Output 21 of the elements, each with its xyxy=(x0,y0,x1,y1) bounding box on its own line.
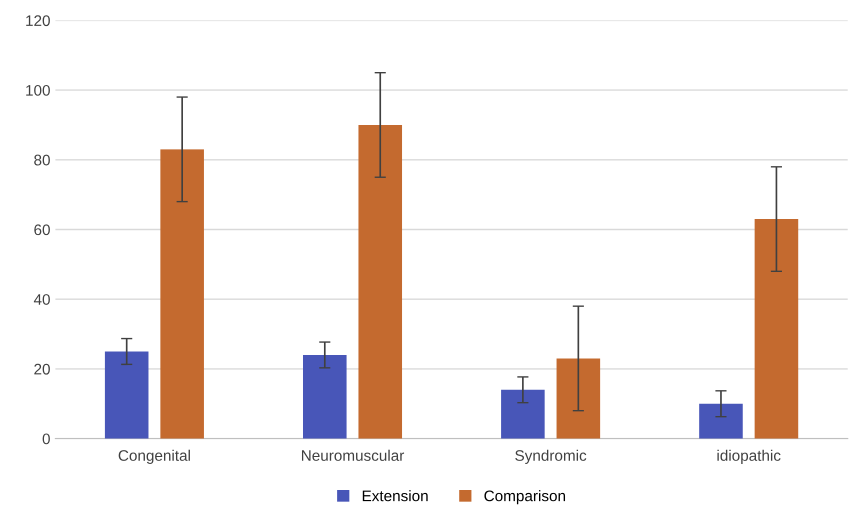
x-tick-label: idiopathic xyxy=(717,450,781,464)
bar xyxy=(556,358,600,439)
y-tick-label: 40 xyxy=(34,294,50,305)
bar xyxy=(754,219,798,439)
bar xyxy=(302,354,347,439)
y-tick-label: 20 xyxy=(34,364,50,375)
y-tick-label: 60 xyxy=(34,224,50,236)
bar xyxy=(104,351,148,439)
x-tick-label: Syndromic xyxy=(515,450,586,464)
y-tick-label: 0 xyxy=(42,433,50,444)
y-tick-label: 80 xyxy=(34,154,50,166)
y-tick-label: 120 xyxy=(26,15,50,26)
y-tick-label: 100 xyxy=(26,84,50,96)
legend-label: Extension xyxy=(362,490,428,502)
legend-label: Comparison xyxy=(484,490,566,504)
bar xyxy=(699,404,743,439)
bar xyxy=(501,390,545,439)
bar xyxy=(358,124,402,439)
x-tick-label: Congenital xyxy=(118,450,190,464)
bar xyxy=(160,149,204,439)
x-tick-label: Neuromuscular xyxy=(302,450,404,461)
